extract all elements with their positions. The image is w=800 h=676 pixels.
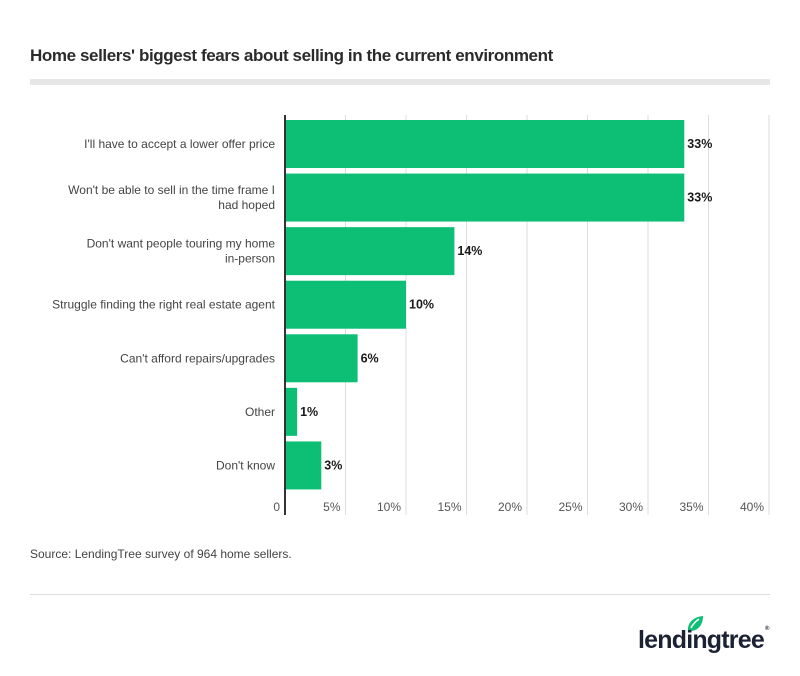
category-label: Struggle finding the right real estate a…	[52, 298, 275, 312]
category-label: Don't know	[216, 458, 275, 472]
lendingtree-logo: lendingtree®	[638, 612, 770, 658]
category-label: I'll have to accept a lower offer price	[84, 137, 275, 151]
bar	[285, 173, 685, 222]
bar	[285, 387, 298, 436]
bar-value-label: 10%	[409, 298, 434, 312]
bar-value-label: 14%	[457, 244, 482, 258]
x-tick-label: 30%	[619, 500, 643, 514]
title-divider	[30, 79, 770, 85]
footer-divider	[30, 594, 770, 595]
source-note: Source: LendingTree survey of 964 home s…	[30, 547, 292, 561]
bar	[285, 334, 358, 383]
category-labels: I'll have to accept a lower offer price W…	[52, 137, 275, 472]
bar-value-label: 3%	[324, 458, 342, 472]
bar-value-label: 33%	[687, 191, 712, 205]
chart-title: Home sellers' biggest fears about sellin…	[30, 46, 553, 65]
value-labels: 33% 33% 14% 10% 6% 1% 3%	[300, 137, 712, 472]
bar	[285, 227, 455, 276]
x-tick-label: 10%	[377, 500, 401, 514]
bar-value-label: 33%	[687, 137, 712, 151]
category-label: Don't want people touring my home in-pers…	[87, 237, 276, 266]
x-tick-label: 0	[273, 500, 280, 514]
bar-value-label: 6%	[361, 351, 379, 365]
category-label: Can't afford repairs/upgrades	[120, 351, 275, 365]
category-label: Other	[245, 405, 275, 419]
bar-value-label: 1%	[300, 405, 318, 419]
bars	[285, 120, 685, 490]
leaf-icon	[687, 616, 703, 632]
bar	[285, 441, 322, 490]
x-tick-label: 35%	[679, 500, 703, 514]
x-tick-label: 25%	[558, 500, 582, 514]
x-tick-label: 20%	[498, 500, 522, 514]
x-tick-label: 40%	[740, 500, 764, 514]
bar-chart: I'll have to accept a lower offer price W…	[52, 115, 770, 515]
x-tick-labels: 0 5% 10% 15% 20% 25% 30% 35% 40%	[273, 500, 764, 514]
x-tick-label: 15%	[437, 500, 461, 514]
x-tick-label: 5%	[323, 500, 341, 514]
bar	[285, 120, 685, 168]
logo-wordmark: lendingtree®	[638, 626, 769, 654]
bar	[285, 280, 406, 329]
category-label: Won't be able to sell in the time frame …	[68, 183, 275, 212]
